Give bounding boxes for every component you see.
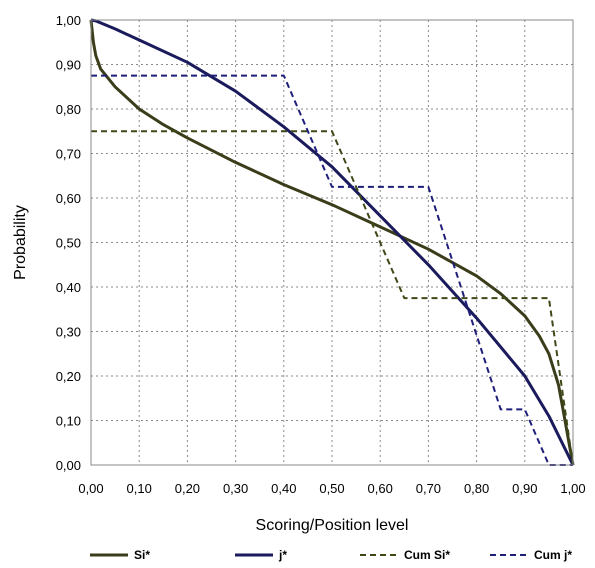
- series-layer: [89, 18, 575, 466]
- y-tick-label: 0,60: [56, 191, 81, 206]
- plot-area-frame: [90, 19, 574, 466]
- y-tick-label: 0,10: [56, 414, 81, 429]
- y-tick-label: 0,20: [56, 369, 81, 384]
- y-axis-ticks: 0,00 0,10 0,20 0,30 0,40 0,50 0,60 0,70 0,80 0,90…: [56, 13, 81, 473]
- x-tick-label: 0,30: [223, 481, 248, 496]
- y-tick-label: 0,40: [56, 280, 81, 295]
- x-tick-label: 0,50: [319, 481, 344, 496]
- y-tick-label: 0,30: [56, 325, 81, 340]
- series-line-2: [90, 18, 575, 466]
- series-line-1: [89, 19, 575, 466]
- x-axis-label: Scoring/Position level: [256, 517, 409, 534]
- x-tick-label: 0,00: [78, 481, 103, 496]
- legend-label: Cum j*: [534, 548, 572, 562]
- y-axis-label: Probability: [12, 205, 29, 280]
- legend-label: Si*: [134, 548, 150, 562]
- series-line-4: [91, 74, 573, 466]
- x-tick-label: 0,80: [464, 481, 489, 496]
- y-tick-label: 0,00: [56, 458, 81, 473]
- x-tick-label: 0,40: [271, 481, 296, 496]
- y-tick-label: 0,90: [56, 58, 81, 73]
- x-tick-label: 0,70: [416, 481, 441, 496]
- x-tick-label: 0,90: [512, 481, 537, 496]
- y-tick-label: 0,80: [56, 102, 81, 117]
- y-tick-label: 1,00: [56, 13, 81, 28]
- y-tick-label: 0,70: [56, 147, 81, 162]
- x-tick-label: 0,10: [127, 481, 152, 496]
- y-tick-label: 0,50: [56, 236, 81, 251]
- legend: Si* j* Cum Si* Cum j*: [90, 548, 572, 562]
- grid: [90, 19, 574, 466]
- x-tick-label: 0,60: [368, 481, 393, 496]
- legend-label: Cum Si*: [404, 548, 450, 562]
- legend-label: j*: [278, 548, 287, 562]
- x-tick-label: 1,00: [560, 481, 585, 496]
- x-axis-ticks: 0,00 0,10 0,20 0,30 0,40 0,50 0,60 0,70 0,80 0,90…: [78, 481, 585, 496]
- x-tick-label: 0,20: [175, 481, 200, 496]
- series-line-3: [91, 130, 574, 466]
